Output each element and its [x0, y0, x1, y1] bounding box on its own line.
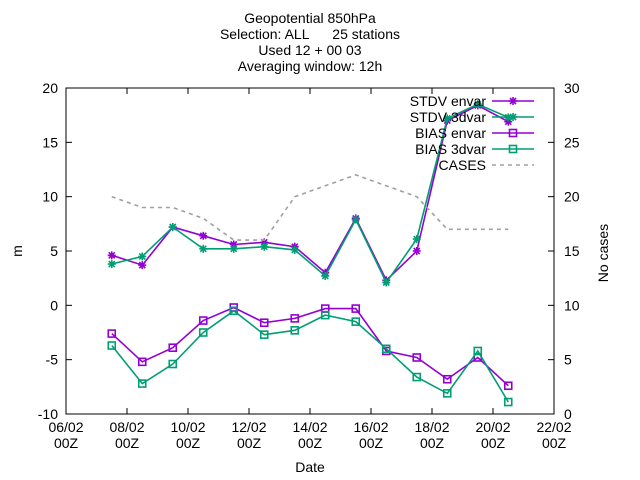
x-axis-label: Date [295, 459, 325, 475]
y-tick-label: 15 [42, 134, 58, 150]
series-line-bias-envar [111, 306, 509, 387]
data-point-bias-3dvar [503, 397, 513, 407]
x-tick-label: 00Z [54, 435, 79, 451]
data-point-bias-envar [351, 304, 361, 313]
series-line-stdv-envar [111, 104, 509, 282]
legend-marker-stdv-3dvar [509, 113, 517, 121]
data-point-stdv-3dvar [473, 100, 482, 109]
legend-label-cases: CASES [439, 157, 486, 173]
data-point-bias-3dvar [229, 306, 239, 316]
y2-tick-label: 25 [564, 134, 580, 150]
title-line-2: Selection: ALL 25 stations [219, 26, 401, 42]
data-point-bias-envar [442, 374, 452, 384]
x-tick-label: 00Z [359, 435, 384, 451]
x-tick-label: 00Z [481, 435, 506, 451]
x-tick-label: 00Z [176, 435, 201, 451]
y2-tick-label: 15 [564, 243, 580, 259]
data-point-bias-envar [137, 357, 147, 367]
series-line-bias-3dvar [111, 309, 509, 403]
data-point-stdv-3dvar [260, 242, 269, 251]
x-tick-label: 00Z [420, 435, 445, 451]
legend-label-stdv-3dvar: STDV 3dvar [410, 109, 487, 125]
data-point-stdv-3dvar [199, 244, 208, 253]
title-line-4: Averaging window: 12h [237, 58, 383, 74]
data-point-stdv-3dvar [138, 252, 147, 261]
y-tick-label: -5 [46, 352, 59, 368]
x-tick-label: 10/02 [170, 419, 205, 435]
data-point-stdv-3dvar [443, 114, 452, 123]
legend-label-bias-envar: BIAS envar [415, 125, 486, 141]
data-point-stdv-3dvar [382, 278, 391, 287]
y2-tick-label: 0 [564, 406, 572, 422]
y-tick-label: 5 [50, 243, 58, 259]
data-point-bias-3dvar [320, 310, 330, 320]
x-tick-label: 16/02 [353, 419, 388, 435]
y2-axis-label: No cases [595, 224, 611, 282]
x-tick-label: 00Z [542, 435, 567, 451]
y-tick-label: 20 [42, 80, 58, 96]
data-point-bias-envar [259, 318, 269, 328]
y2-tick-label: 20 [564, 189, 580, 205]
x-tick-label: 06/02 [48, 419, 83, 435]
data-point-stdv-envar [199, 231, 208, 240]
data-point-bias-envar [503, 381, 513, 391]
x-tick-label: 22/02 [536, 419, 571, 435]
y-tick-label: 0 [50, 297, 58, 313]
data-point-stdv-envar [107, 251, 116, 260]
x-tick-label: 00Z [298, 435, 323, 451]
title-line-1: Geopotential 850hPa [244, 10, 376, 26]
data-point-bias-3dvar [198, 328, 208, 337]
data-point-bias-envar [107, 329, 117, 338]
title-line-3: Used 12 + 00 03 [258, 42, 362, 58]
legend-marker-bias-envar [508, 128, 518, 138]
y2-tick-label: 10 [564, 297, 580, 313]
legend-label-stdv-envar: STDV envar [410, 93, 487, 109]
data-point-stdv-3dvar [168, 223, 177, 232]
data-point-bias-envar [290, 314, 300, 323]
data-point-stdv-3dvar [351, 215, 360, 224]
data-point-stdv-3dvar [321, 271, 330, 280]
data-point-stdv-3dvar [290, 245, 299, 254]
data-point-stdv-3dvar [229, 244, 238, 253]
data-point-stdv-envar [412, 247, 421, 255]
legend-marker-bias-3dvar [508, 144, 518, 154]
data-point-bias-3dvar [351, 317, 361, 326]
y-axis-label: m [9, 245, 25, 257]
data-point-bias-3dvar [412, 372, 422, 382]
y-tick-label: 10 [42, 189, 58, 205]
data-point-bias-envar [168, 343, 178, 353]
data-point-bias-3dvar [290, 326, 300, 335]
x-tick-label: 00Z [115, 435, 140, 451]
data-point-bias-envar [198, 316, 208, 325]
y2-tick-label: 30 [564, 80, 580, 96]
data-point-bias-3dvar [259, 330, 269, 339]
legend-marker-stdv-envar [509, 97, 517, 105]
x-tick-label: 12/02 [231, 419, 266, 435]
series-line-stdv-3dvar [111, 103, 509, 285]
data-point-bias-3dvar [107, 341, 117, 350]
chart-title: Geopotential 850hPa Selection: ALL 25 st… [0, 10, 620, 74]
legend-label-bias-3dvar: BIAS 3dvar [415, 141, 486, 157]
x-tick-label: 00Z [237, 435, 262, 451]
x-tick-label: 18/02 [414, 419, 449, 435]
data-point-stdv-3dvar [107, 260, 116, 269]
data-point-stdv-envar [138, 261, 147, 270]
x-tick-label: 08/02 [109, 419, 144, 435]
x-tick-label: 20/02 [475, 419, 510, 435]
data-point-bias-3dvar [442, 389, 452, 398]
data-point-bias-3dvar [381, 344, 391, 354]
data-point-stdv-3dvar [412, 235, 421, 244]
x-tick-label: 14/02 [292, 419, 327, 435]
series-line-cases [111, 174, 509, 241]
y2-tick-label: 5 [564, 352, 572, 368]
data-point-bias-3dvar [168, 359, 178, 369]
data-point-bias-3dvar [137, 379, 147, 388]
data-point-bias-envar [412, 353, 422, 362]
data-point-bias-3dvar [473, 346, 483, 356]
y-tick-label: -10 [38, 406, 58, 422]
